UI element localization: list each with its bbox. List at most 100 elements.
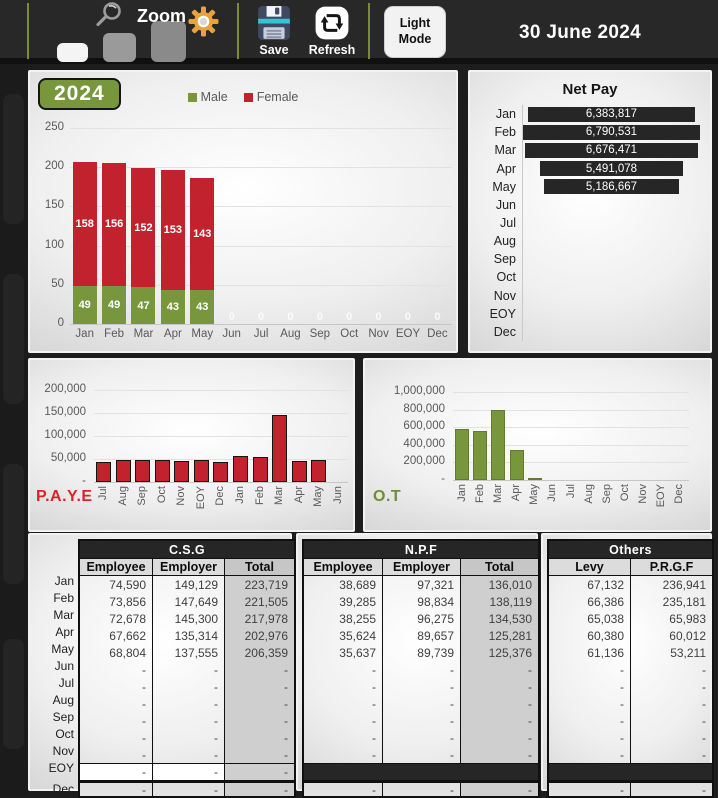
ot-chart-panel: O.T 1,000,000 800,000 600,000 400,000 200,00… [363, 358, 712, 532]
table-cell: 72,678 [109, 611, 146, 626]
save-button[interactable]: Save [248, 5, 300, 61]
bar [115, 460, 131, 482]
table-cell: - [142, 679, 146, 694]
eoy-row [304, 763, 538, 780]
table-cell: 125,376 [460, 644, 538, 661]
bar-column: 0 [393, 128, 422, 324]
table-title: C.S.G [80, 541, 294, 559]
table-cell: - [630, 695, 712, 712]
x-tick-label: Jun [546, 484, 559, 502]
bar [291, 461, 307, 482]
column-header: Employer [152, 559, 224, 576]
zoom-level-medium-button[interactable] [103, 33, 136, 62]
x-tick-label: Apr [510, 484, 523, 502]
net-pay-bar-zone [522, 286, 700, 305]
bar-column [192, 390, 212, 482]
table-cell: - [620, 713, 624, 728]
table-cell: 60,380 [587, 628, 624, 643]
eoy-row: --- [80, 763, 294, 780]
table-cell: 135,314 [152, 627, 224, 644]
gridline [70, 167, 452, 169]
bar [252, 457, 268, 482]
net-pay-month-label: Oct [496, 270, 516, 285]
row-month-label: Nov [52, 744, 74, 758]
table-cell: 65,983 [630, 610, 712, 627]
table-cell: 217,978 [224, 610, 294, 627]
bar-column [211, 390, 231, 482]
table-row: 38,255 96,275 134,530 [304, 610, 538, 627]
net-pay-bar-zone [522, 195, 700, 214]
male-bar-segment: 49 [72, 285, 97, 324]
table-cell: - [620, 679, 624, 694]
male-legend-chip [187, 92, 197, 102]
column-header: Levy [549, 559, 630, 576]
table-cell: - [630, 661, 712, 678]
table-cell: - [620, 696, 624, 711]
column-header: Employee [304, 559, 382, 576]
column-header: Employer [382, 559, 460, 576]
table-cell: - [460, 661, 538, 678]
toolbar: Zoom Save [0, 0, 718, 64]
x-tick: Jul [94, 486, 114, 532]
net-pay-row: Apr 5,491,078 [478, 159, 700, 178]
zoom-level-large-button[interactable] [151, 21, 186, 62]
x-tick: Jun [544, 484, 562, 530]
table-row: 67,662 135,314 202,976 [80, 627, 294, 644]
row-month-label: Sep [52, 710, 74, 724]
table-cell: 67,662 [109, 628, 146, 643]
table-row: --- [304, 678, 538, 695]
net-pay-row: Jul [478, 213, 700, 233]
table-cell: 206,359 [224, 644, 294, 661]
net-pay-row: Feb 6,790,531 [478, 123, 700, 142]
bar-column [526, 392, 544, 480]
net-pay-bar-zone [522, 268, 700, 287]
y-tick-label: 250 [44, 121, 64, 133]
net-pay-row: Sep [478, 250, 700, 269]
report-date: 30 June 2024 [519, 22, 641, 43]
gridline [94, 413, 348, 414]
bar-column [328, 390, 348, 482]
x-tick: Oct [616, 484, 634, 530]
x-tick-label: Jan [455, 484, 468, 502]
net-pay-row: Nov [478, 286, 700, 305]
net-pay-bar: 6,790,531 [523, 124, 700, 140]
others-table-panel: Others Levy P.R.G.F 67,132 236,941 66,386 235,… [541, 533, 714, 798]
sidebar-shape [3, 94, 24, 224]
table-cell: - [460, 729, 538, 746]
x-tick-label: Jul [97, 486, 110, 501]
zoom-level-small-button[interactable] [57, 43, 88, 62]
net-pay-row: Mar 6,676,471 [478, 141, 700, 160]
net-pay-month-label: Apr [496, 161, 516, 176]
npf-table-panel: N.P.F Employee Employer Total 38,689 97,321 13… [296, 533, 540, 798]
dec-row: --- [302, 781, 540, 798]
y-tick-label: 150 [44, 199, 64, 212]
x-tick-label: May [312, 486, 325, 507]
bar-column: 158 49 [70, 128, 99, 324]
table-header-row: Levy P.R.G.F [549, 559, 712, 576]
net-pay-row: Jan 6,383,817 [478, 105, 700, 124]
table-row: --- [80, 678, 294, 695]
table-row: -- [549, 695, 712, 712]
table-cell: 147,649 [152, 593, 224, 610]
table-cell: - [630, 712, 712, 729]
ot-chart-label: O.T [373, 488, 402, 505]
table-row: -- [549, 678, 712, 695]
bar-column: 156 49 [99, 128, 128, 324]
table-row: --- [80, 712, 294, 729]
light-mode-button[interactable]: Light Mode [384, 6, 446, 58]
year-badge: 2024 [38, 78, 121, 110]
gear-icon[interactable] [188, 6, 219, 37]
toolbar-divider [27, 3, 29, 59]
table-cell: - [224, 746, 294, 763]
table-row: --- [304, 695, 538, 712]
paye-chart-label: P.A.Y.E [36, 488, 93, 505]
zero-data-label: 0 [434, 311, 441, 323]
chart-legend: Male Female [30, 90, 456, 104]
x-tick-label: Feb [253, 486, 266, 505]
y-tick-label: 1,000,000 [393, 385, 445, 397]
net-pay-bar: 5,186,667 [543, 179, 680, 195]
refresh-button[interactable]: Refresh [306, 5, 358, 61]
table-cell: 74,590 [109, 577, 146, 592]
table-row: --- [80, 661, 294, 678]
zero-data-label: 0 [404, 311, 412, 323]
